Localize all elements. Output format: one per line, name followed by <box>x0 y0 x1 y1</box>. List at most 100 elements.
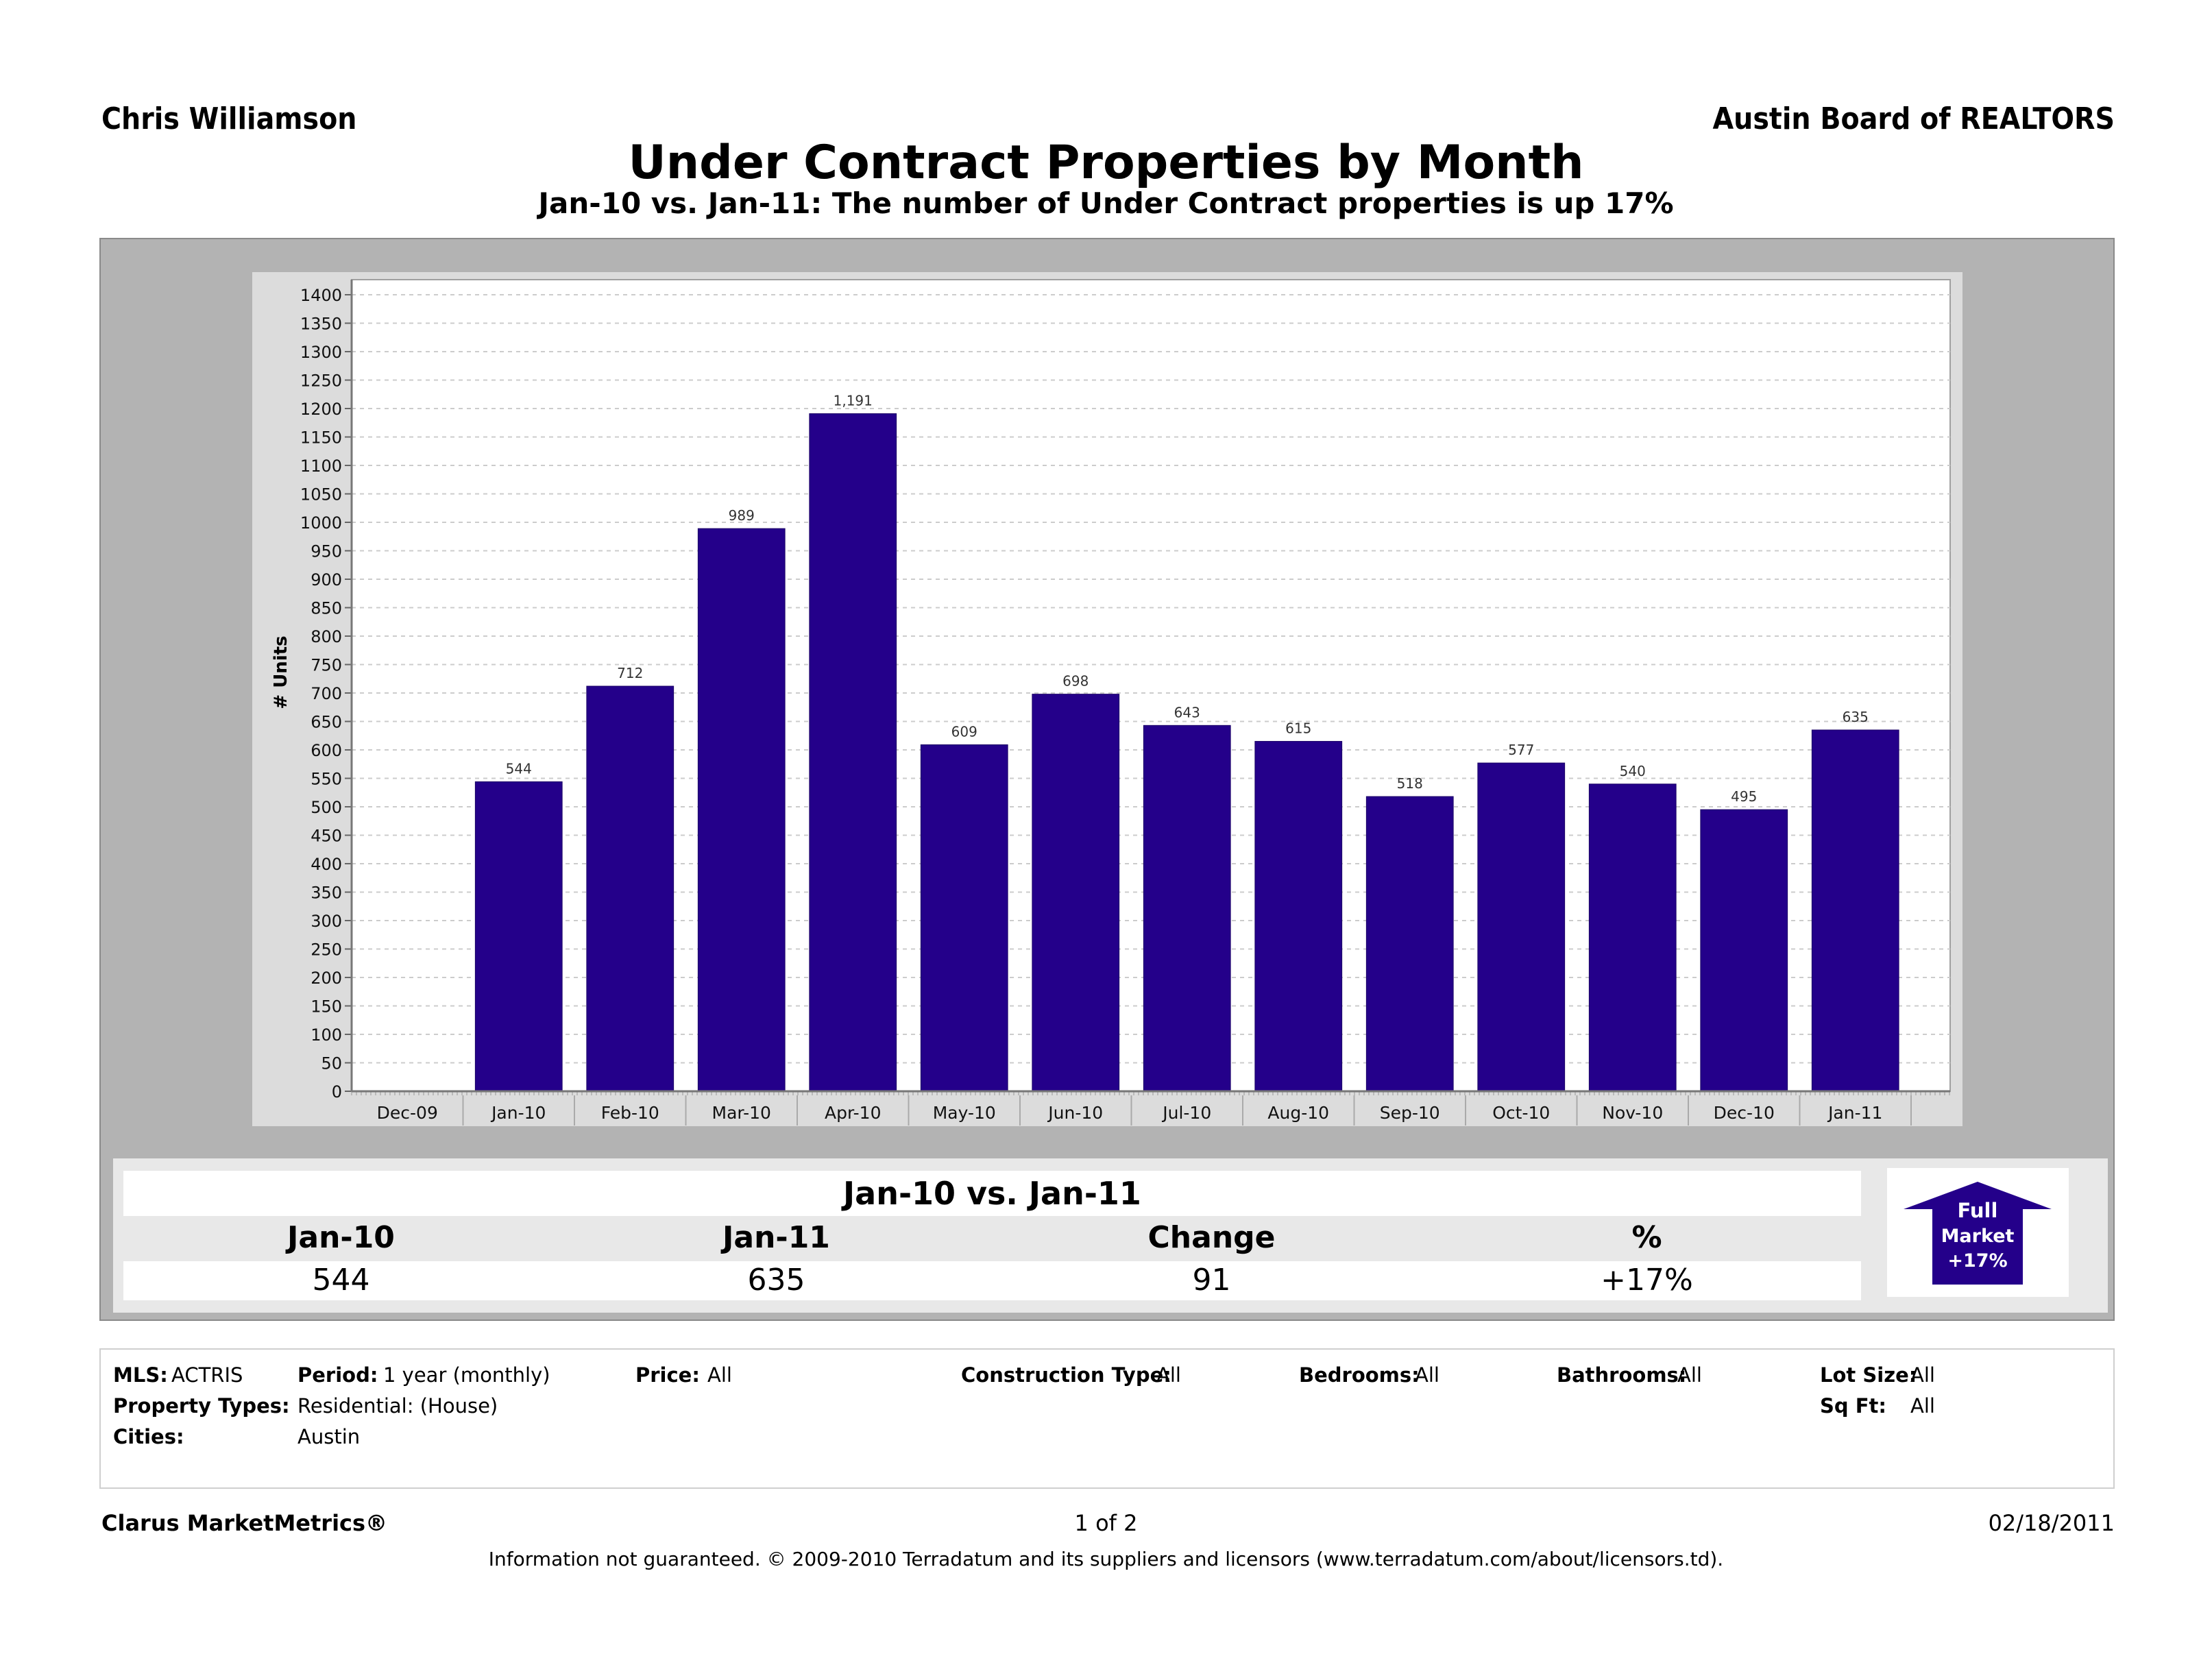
bar <box>697 528 786 1092</box>
data-label: 540 <box>1620 763 1646 779</box>
x-tick-label: Dec-09 <box>377 1103 438 1123</box>
bar <box>1143 725 1231 1092</box>
x-tick-label: Aug-10 <box>1267 1103 1329 1123</box>
filter-property-types-label: Property Types: <box>113 1394 290 1418</box>
summary-value-jan10: 544 <box>312 1263 370 1298</box>
filter-price-label: Price: <box>635 1363 700 1387</box>
filter-bedrooms-label: Bedrooms: <box>1299 1363 1420 1387</box>
x-tick-label: Oct-10 <box>1492 1103 1550 1123</box>
y-tick-label: 950 <box>311 542 342 561</box>
y-tick-label: 1000 <box>300 513 342 533</box>
y-tick-label: 50 <box>321 1054 342 1073</box>
y-tick-label: 100 <box>311 1025 342 1045</box>
filter-cities-value: Austin <box>297 1425 361 1448</box>
data-label: 712 <box>617 665 643 681</box>
y-tick-label: 600 <box>311 741 342 760</box>
bar <box>920 744 1008 1092</box>
data-label: 518 <box>1397 775 1423 792</box>
badge-line-3: +17% <box>1947 1250 2007 1272</box>
y-tick-label: 350 <box>311 884 342 903</box>
x-tick-label: Feb-10 <box>601 1103 659 1123</box>
bar <box>1477 762 1566 1092</box>
summary-header-jan11: Jan-11 <box>722 1220 830 1255</box>
filter-sqft-label: Sq Ft: <box>1820 1394 1887 1418</box>
filter-construction-value: All <box>1156 1363 1181 1387</box>
y-tick-label: 1200 <box>300 400 342 419</box>
x-tick-label: Sep-10 <box>1380 1103 1440 1123</box>
bar <box>1811 729 1899 1092</box>
filter-construction-label: Construction Type: <box>961 1363 1171 1387</box>
data-label: 495 <box>1731 788 1757 805</box>
summary-title-row <box>123 1171 1861 1216</box>
y-tick-label: 750 <box>311 656 342 675</box>
data-label: 544 <box>506 760 532 777</box>
y-tick-label: 1300 <box>300 343 342 362</box>
filter-mls-label: MLS: <box>113 1363 168 1387</box>
x-tick-label: Jan-10 <box>490 1103 546 1123</box>
x-axis-ticks: Dec-09 Jan-10 Feb-10 Mar-10 Apr-10 May-10 Jun-… <box>351 1091 1950 1126</box>
filter-mls-value: ACTRIS <box>171 1363 243 1387</box>
market-badge: Full Market +17% <box>1887 1168 2069 1297</box>
data-label: 989 <box>729 507 755 524</box>
y-tick-label: 450 <box>311 827 342 846</box>
y-tick-label: 300 <box>311 912 342 931</box>
filter-property-types-value: Residential: (House) <box>297 1394 498 1418</box>
x-tick-label: Nov-10 <box>1602 1103 1663 1123</box>
data-labels: 544 712 989 1,191 609 698 643 615 518 577 540 495 63… <box>506 392 1869 805</box>
up-arrow-shape <box>1904 1182 2052 1285</box>
summary-title: Jan-10 vs. Jan-11 <box>843 1175 1141 1212</box>
filter-lot-size-label: Lot Size: <box>1820 1363 1917 1387</box>
data-label: 1,191 <box>834 392 873 409</box>
data-label: 643 <box>1174 704 1200 720</box>
comparison-summary: Jan-10 vs. Jan-11 Jan-10 Jan-11 Change %… <box>113 1158 2108 1313</box>
up-arrow-icon: Full Market +17% <box>1904 1182 2052 1285</box>
page-title: Under Contract Properties by Month <box>628 136 1584 190</box>
filter-period-label: Period: <box>297 1363 378 1387</box>
page-number: 1 of 2 <box>1074 1510 1138 1536</box>
data-label: 609 <box>951 724 977 740</box>
page-subtitle: Jan-10 vs. Jan-11: The number of Under C… <box>538 186 1674 220</box>
report-filters: MLS: ACTRIS Period: 1 year (monthly) Pri… <box>99 1348 2115 1489</box>
bars <box>474 413 1899 1092</box>
y-tick-label: 800 <box>311 627 342 646</box>
y-tick-label: 700 <box>311 684 342 703</box>
y-tick-label: 1100 <box>300 457 342 476</box>
filter-bathrooms-value: All <box>1677 1363 1702 1387</box>
y-tick-label: 150 <box>311 997 342 1017</box>
organization-name: Austin Board of REALTORS <box>1712 101 2115 136</box>
y-tick-label: 850 <box>311 599 342 618</box>
y-axis-title: # Units <box>271 635 291 709</box>
disclaimer: Information not guaranteed. © 2009-2010 … <box>488 1548 1724 1570</box>
summary-values-row <box>123 1261 1861 1300</box>
bar <box>1365 796 1454 1092</box>
agent-name: Chris Williamson <box>101 101 357 136</box>
filter-bedrooms-value: All <box>1415 1363 1439 1387</box>
y-tick-label: 250 <box>311 940 342 960</box>
y-tick-label: 1050 <box>300 485 342 504</box>
filter-lot-size-value: All <box>1910 1363 1935 1387</box>
y-tick-label: 500 <box>311 798 342 817</box>
x-tick-label: Jan-11 <box>1827 1103 1882 1123</box>
y-tick-label: 400 <box>311 855 342 874</box>
bar <box>1588 783 1677 1092</box>
bar <box>474 781 563 1092</box>
y-tick-label: 0 <box>332 1082 342 1102</box>
data-label: 615 <box>1285 720 1311 737</box>
bar <box>1700 809 1788 1092</box>
filter-cities-label: Cities: <box>113 1425 184 1448</box>
y-tick-label: 200 <box>311 969 342 988</box>
bar <box>1032 694 1120 1092</box>
y-tick-label: 900 <box>311 570 342 589</box>
data-label: 577 <box>1508 742 1534 758</box>
x-tick-label: Dec-10 <box>1714 1103 1775 1123</box>
data-label: 635 <box>1843 709 1869 725</box>
y-tick-label: 1350 <box>300 315 342 334</box>
y-tick-label: 550 <box>311 770 342 789</box>
bar <box>809 413 897 1092</box>
summary-header-percent: % <box>1631 1220 1662 1255</box>
filter-sqft-value: All <box>1910 1394 1935 1418</box>
y-tick-label: 1400 <box>300 286 342 305</box>
filter-price-value: All <box>707 1363 732 1387</box>
y-tick-label: 650 <box>311 713 342 732</box>
badge-line-1: Full <box>1958 1199 1998 1222</box>
